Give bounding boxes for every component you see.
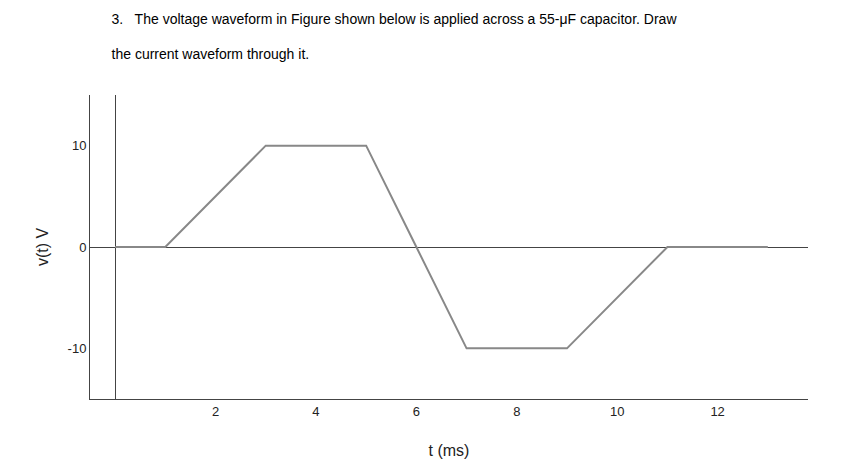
- svg-text:0: 0: [79, 240, 86, 255]
- svg-text:t (ms): t (ms): [429, 442, 470, 459]
- svg-text:the current waveform through i: the current waveform through it.: [112, 46, 310, 62]
- svg-text:-10: -10: [68, 341, 87, 356]
- svg-text:12: 12: [710, 404, 724, 419]
- svg-text:8: 8: [513, 404, 520, 419]
- svg-text:v(t) V: v(t) V: [34, 228, 51, 267]
- svg-text:6: 6: [413, 404, 420, 419]
- svg-text:4: 4: [312, 404, 319, 419]
- svg-text:10: 10: [72, 138, 86, 153]
- svg-text:10: 10: [610, 404, 624, 419]
- svg-text:2: 2: [212, 404, 219, 419]
- svg-text:3. The voltage waveform in F: 3. The voltage waveform in Figure shown …: [112, 11, 678, 27]
